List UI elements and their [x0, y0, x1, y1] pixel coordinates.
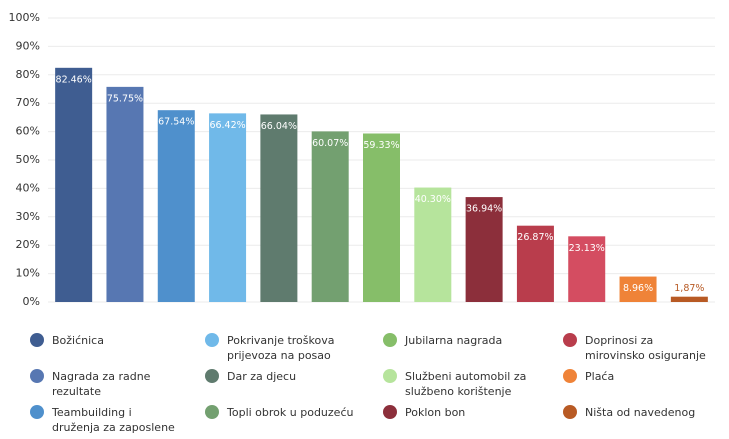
legend-swatch: [563, 405, 577, 419]
legend-swatch: [563, 369, 577, 383]
legend-label: Doprinosi za mirovinsko osiguranje: [585, 334, 706, 362]
legend-swatch: [205, 405, 219, 419]
y-tick-label: 100%: [9, 11, 40, 24]
legend-item: Ništa od navedenog: [563, 405, 713, 420]
bar: [157, 110, 195, 302]
bar: [209, 113, 247, 302]
value-label: 67.54%: [158, 117, 194, 128]
bar: [619, 276, 657, 302]
legend-swatch: [383, 333, 397, 347]
value-label: 26.87%: [517, 232, 553, 243]
legend-swatch: [383, 369, 397, 383]
bar: [516, 225, 554, 302]
bar: [670, 296, 708, 302]
legend-item: Doprinosi za mirovinsko osiguranje: [563, 333, 713, 363]
y-tick-label: 60%: [16, 125, 40, 138]
legend-item: Plaća: [563, 369, 713, 384]
legend-label: Plaća: [585, 370, 615, 383]
y-tick-label: 30%: [16, 210, 40, 223]
y-tick-label: 50%: [16, 153, 40, 166]
value-label: 60.07%: [312, 138, 348, 149]
bar: [106, 86, 144, 303]
legend-swatch: [30, 333, 44, 347]
value-label: 23.13%: [569, 243, 605, 254]
bar: [311, 131, 349, 302]
bar: [363, 133, 400, 302]
y-tick-label: 0%: [23, 295, 40, 308]
y-tick-label: 80%: [16, 68, 40, 81]
legend-label: Topli obrok u poduzeću: [227, 406, 354, 419]
value-label: 66.42%: [209, 120, 245, 131]
legend-swatch: [30, 369, 44, 383]
legend-swatch: [30, 405, 44, 419]
legend-label: Poklon bon: [405, 406, 466, 419]
legend-label: Božićnica: [52, 334, 104, 347]
y-tick-label: 10%: [16, 267, 40, 280]
legend-label: Pokrivanje troškova prijevoza na posao: [227, 334, 335, 362]
value-label: 66.04%: [261, 121, 297, 132]
bar: [414, 187, 452, 302]
value-label: 8.96%: [623, 283, 653, 294]
y-tick-label: 90%: [16, 39, 40, 52]
legend-item: Jubilarna nagrada: [383, 333, 533, 348]
legend-swatch: [205, 333, 219, 347]
value-label: 36.94%: [466, 204, 502, 215]
bar: [568, 236, 606, 302]
legend-item: Nagrada za radne rezultate: [30, 369, 180, 399]
value-label: 1,87%: [674, 283, 704, 294]
bar: [465, 197, 503, 302]
value-label: 75.75%: [107, 93, 143, 104]
legend-item: Službeni automobil za službeno korištenj…: [383, 369, 533, 399]
legend-item: Teambuilding i druženja za zaposlene: [30, 405, 180, 435]
value-label: 40.30%: [415, 194, 451, 205]
legend-item: Pokrivanje troškova prijevoza na posao: [205, 333, 355, 363]
value-label: 82.46%: [56, 74, 92, 85]
legend-swatch: [563, 333, 577, 347]
value-label: 59.33%: [363, 140, 399, 151]
y-tick-label: 70%: [16, 96, 40, 109]
legend-label: Dar za djecu: [227, 370, 297, 383]
legend-item: Božićnica: [30, 333, 180, 348]
legend-swatch: [205, 369, 219, 383]
legend-label: Službeni automobil za službeno korištenj…: [405, 370, 527, 398]
legend-label: Ništa od navedenog: [585, 406, 696, 419]
bar: [260, 114, 298, 302]
legend-swatch: [383, 405, 397, 419]
legend-item: Dar za djecu: [205, 369, 355, 384]
legend-item: Poklon bon: [383, 405, 533, 420]
legend-label: Jubilarna nagrada: [405, 334, 503, 347]
legend-item: Topli obrok u poduzeću: [205, 405, 355, 420]
legend-label: Nagrada za radne rezultate: [52, 370, 151, 398]
y-tick-label: 20%: [16, 238, 40, 251]
y-tick-label: 40%: [16, 181, 40, 194]
legend-label: Teambuilding i druženja za zaposlene: [52, 406, 175, 434]
chart: 0% 10% 20% 30% 40% 50% 60% 70% 80% 90% 100% 82.46% 7…: [9, 11, 715, 308]
bar: [55, 67, 93, 302]
